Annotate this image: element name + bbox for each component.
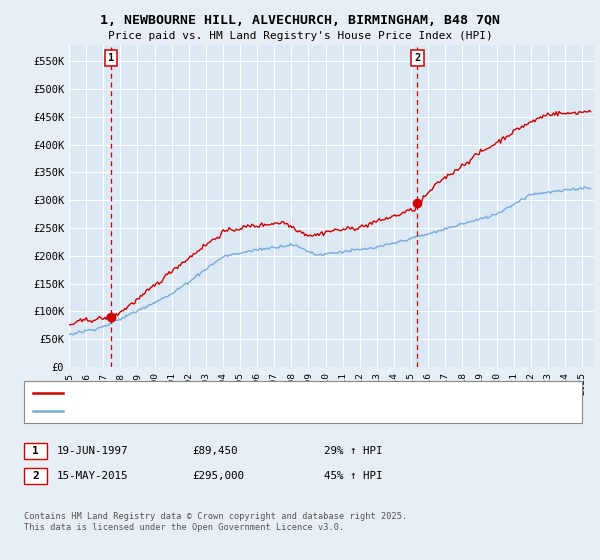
Text: 15-MAY-2015: 15-MAY-2015 [57, 471, 128, 481]
Text: £295,000: £295,000 [192, 471, 244, 481]
Text: 1: 1 [108, 53, 114, 63]
Text: 19-JUN-1997: 19-JUN-1997 [57, 446, 128, 456]
Text: HPI: Average price, semi-detached house, Bromsgrove: HPI: Average price, semi-detached house,… [69, 407, 343, 416]
Text: 1, NEWBOURNE HILL, ALVECHURCH, BIRMINGHAM, B48 7QN (semi-detached house): 1, NEWBOURNE HILL, ALVECHURCH, BIRMINGHA… [69, 388, 456, 397]
Text: 2: 2 [32, 471, 39, 481]
Text: £89,450: £89,450 [192, 446, 238, 456]
Text: 29% ↑ HPI: 29% ↑ HPI [324, 446, 383, 456]
Text: 1, NEWBOURNE HILL, ALVECHURCH, BIRMINGHAM, B48 7QN: 1, NEWBOURNE HILL, ALVECHURCH, BIRMINGHA… [100, 14, 500, 27]
Text: Price paid vs. HM Land Registry's House Price Index (HPI): Price paid vs. HM Land Registry's House … [107, 31, 493, 41]
Text: 1: 1 [32, 446, 39, 456]
Text: 45% ↑ HPI: 45% ↑ HPI [324, 471, 383, 481]
Text: 2: 2 [414, 53, 421, 63]
Text: Contains HM Land Registry data © Crown copyright and database right 2025.
This d: Contains HM Land Registry data © Crown c… [24, 512, 407, 532]
